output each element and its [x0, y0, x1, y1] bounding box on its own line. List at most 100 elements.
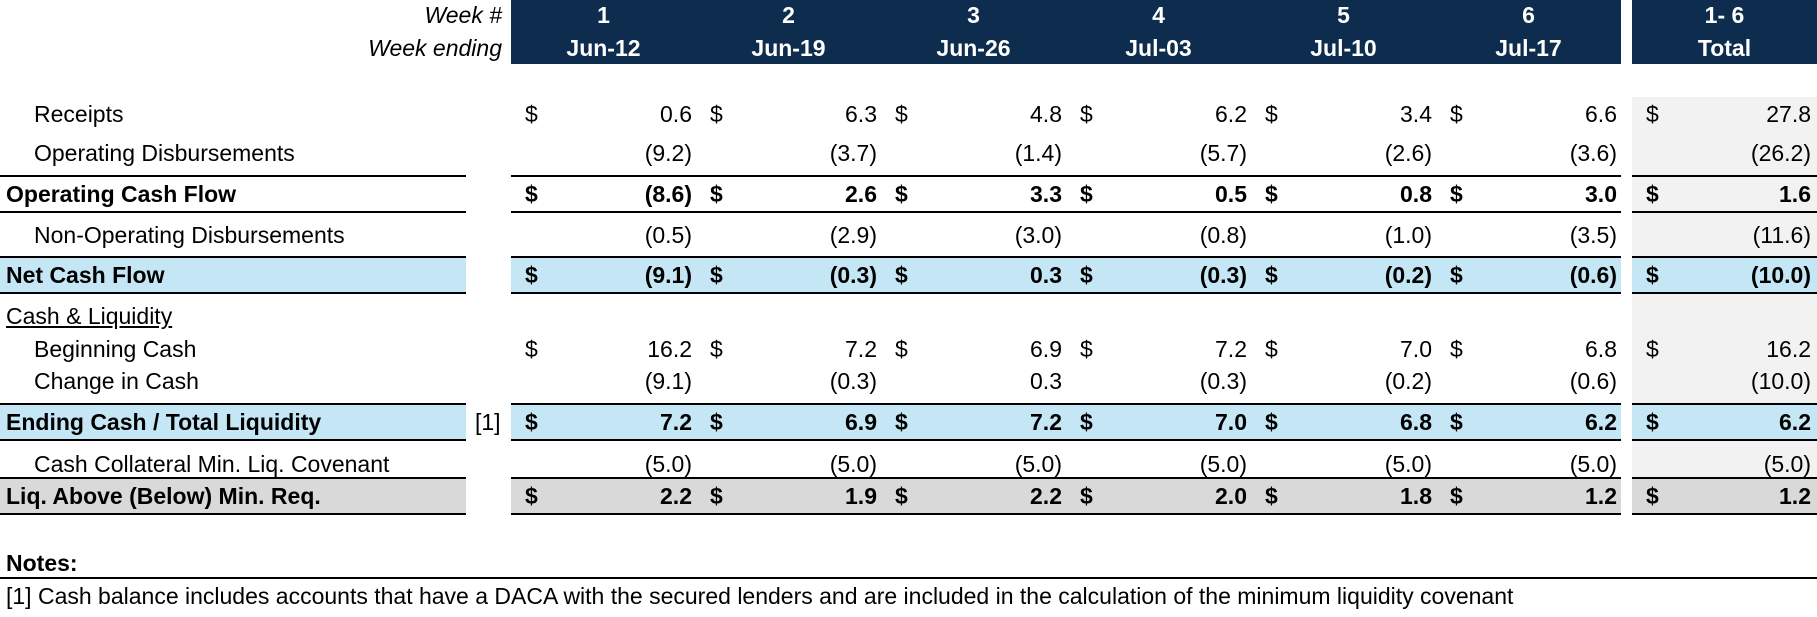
cell-value: 1.8	[1400, 483, 1432, 509]
cell-value: (5.0)	[829, 451, 877, 477]
row-rule	[1632, 513, 1817, 515]
cell-value: (0.6)	[1569, 262, 1617, 288]
week-date: Jul-03	[1125, 35, 1192, 61]
cell-value: (3.0)	[1014, 222, 1062, 248]
cell-value: (3.7)	[829, 140, 877, 166]
week-date: Jun-26	[936, 35, 1011, 61]
currency: $	[525, 409, 538, 435]
cell-value: 1.2	[1585, 483, 1617, 509]
cell-value: (0.3)	[829, 262, 877, 288]
cell-value: 7.0	[1400, 336, 1432, 362]
row-highlight	[0, 258, 466, 292]
cell-value: (0.6)	[1569, 368, 1617, 394]
week-date: Jun-12	[566, 35, 641, 61]
cell-value: (8.6)	[644, 181, 692, 207]
currency: $	[1265, 181, 1278, 207]
row-rule	[1632, 292, 1817, 294]
row-rule	[511, 403, 1621, 405]
cell-value: (9.1)	[644, 262, 692, 288]
week-number: 4	[1152, 2, 1165, 28]
currency: $	[1646, 409, 1659, 435]
currency: $	[895, 336, 908, 362]
currency: $	[1646, 336, 1659, 362]
row-highlight	[511, 258, 1621, 292]
cell-value: 2.6	[845, 181, 877, 207]
row-highlight	[511, 479, 1621, 513]
ending-label: Week ending	[368, 35, 502, 61]
cell-value: 6.8	[1585, 336, 1617, 362]
cell-value: 2.2	[1030, 483, 1062, 509]
currency: $	[1450, 336, 1463, 362]
currency: $	[525, 101, 538, 127]
cell-value: (5.0)	[644, 451, 692, 477]
cell-value: (0.3)	[829, 368, 877, 394]
row-label: Operating Cash Flow	[6, 181, 237, 207]
cell-value: (5.7)	[1199, 140, 1247, 166]
currency: $	[895, 101, 908, 127]
currency: $	[710, 336, 723, 362]
row-rule	[0, 211, 466, 213]
week-date: Jul-10	[1310, 35, 1377, 61]
currency: $	[895, 483, 908, 509]
total-value: (5.0)	[1763, 451, 1811, 477]
total-week: 1- 6	[1704, 2, 1745, 28]
total-value: (10.0)	[1750, 262, 1811, 288]
cell-value: 0.6	[660, 101, 692, 127]
row-rule	[511, 175, 1621, 177]
cell-value: (0.2)	[1384, 368, 1432, 394]
cell-value: (5.0)	[1199, 451, 1247, 477]
notes-title: Notes:	[6, 550, 78, 576]
row-highlight	[1632, 405, 1817, 439]
cell-value: 6.2	[1215, 101, 1247, 127]
cell-value: 3.0	[1585, 181, 1617, 207]
row-rule	[1632, 256, 1817, 258]
row-rule	[1632, 477, 1817, 479]
currency: $	[895, 409, 908, 435]
row-label: Non-Operating Disbursements	[34, 222, 345, 248]
currency: $	[1646, 262, 1659, 288]
cell-value: (3.5)	[1569, 222, 1617, 248]
week-number: 2	[782, 2, 795, 28]
total-value: 6.2	[1779, 409, 1811, 435]
cell-value: 0.3	[1030, 262, 1062, 288]
cell-value: (9.1)	[644, 368, 692, 394]
cell-value: (3.6)	[1569, 140, 1617, 166]
currency: $	[1265, 101, 1278, 127]
cell-value: 0.5	[1215, 181, 1247, 207]
row-rule	[511, 211, 1621, 213]
currency: $	[1080, 262, 1093, 288]
currency: $	[1450, 483, 1463, 509]
cell-value: 6.2	[1585, 409, 1617, 435]
total-value: 1.2	[1779, 483, 1811, 509]
currency: $	[895, 181, 908, 207]
cell-value: (9.2)	[644, 140, 692, 166]
currency: $	[1080, 483, 1093, 509]
row-highlight	[1632, 258, 1817, 292]
row-rule	[511, 439, 1621, 441]
currency: $	[525, 181, 538, 207]
total-value: (10.0)	[1750, 368, 1811, 394]
cell-value: (0.2)	[1384, 262, 1432, 288]
cell-value: 6.3	[845, 101, 877, 127]
cell-value: 6.6	[1585, 101, 1617, 127]
cell-value: (0.8)	[1199, 222, 1247, 248]
row-rule	[1632, 211, 1817, 213]
row-highlight	[0, 479, 466, 513]
currency: $	[1080, 101, 1093, 127]
currency: $	[1265, 336, 1278, 362]
currency: $	[1646, 101, 1659, 127]
cell-value: 6.9	[845, 409, 877, 435]
currency: $	[1450, 409, 1463, 435]
currency: $	[525, 262, 538, 288]
cell-value: (0.3)	[1199, 368, 1247, 394]
currency: $	[1080, 181, 1093, 207]
cell-value: 16.2	[647, 336, 692, 362]
row-rule	[1632, 175, 1817, 177]
currency: $	[525, 336, 538, 362]
row-highlight	[1632, 479, 1817, 513]
currency: $	[1265, 409, 1278, 435]
row-label: Receipts	[34, 101, 124, 127]
row-rule	[511, 513, 1621, 515]
row-label: Liq. Above (Below) Min. Req.	[6, 483, 321, 509]
